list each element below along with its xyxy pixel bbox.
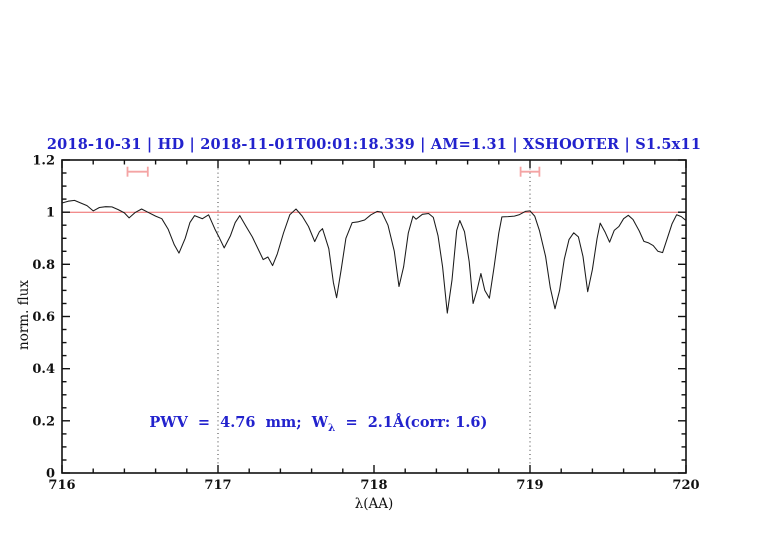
x-tick-label: 716 (48, 478, 75, 493)
y-tick-label: 0.2 (32, 414, 55, 429)
x-axis-label: λ(AA) (354, 496, 394, 512)
y-tick-label: 0.4 (32, 362, 55, 377)
pwv-annotation-text-right: = 2.1Å(corr: 1.6) (335, 413, 488, 431)
pwv-annotation: PWV = 4.76 mm; Wλ = 2.1Å(corr: 1.6) (149, 414, 487, 434)
y-tick-label: 0.6 (32, 310, 55, 325)
plot-title: 2018-10-31 | HD | 2018-11-01T00:01:18.33… (46, 136, 702, 153)
y-tick-label: 1 (46, 206, 55, 221)
pwv-annotation-subscript: λ (328, 421, 336, 434)
x-tick-label: 718 (360, 478, 387, 493)
y-axis-label: norm. flux (16, 280, 32, 350)
y-tick-label: 0.8 (32, 258, 55, 273)
axis-ticks (61, 159, 687, 474)
x-tick-label: 720 (672, 478, 699, 493)
y-tick-label: 1.2 (32, 154, 55, 169)
x-tick-label: 719 (516, 478, 543, 493)
y-tick-label: 0 (46, 467, 55, 482)
pwv-interval-marker (126, 166, 149, 177)
x-tick-label: 717 (204, 478, 231, 493)
spectrum-line (61, 199, 687, 314)
pwv-annotation-text-left: PWV = 4.76 mm; W (149, 413, 328, 431)
pwv-interval-marker (519, 166, 541, 177)
